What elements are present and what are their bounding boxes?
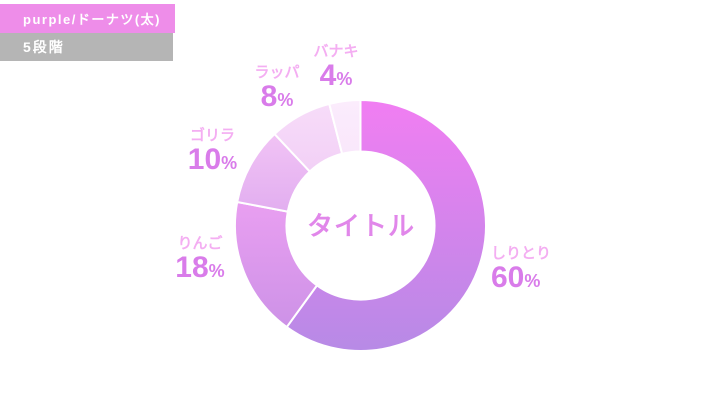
segment-name: ラッパ [254, 64, 300, 81]
percent-sign: % [277, 90, 294, 110]
segment-label-gorira: ゴリラ 10% [184, 127, 241, 177]
percent-sign: % [524, 271, 541, 291]
palette-type-label: purple/ドーナツ(太) [23, 12, 161, 27]
percent-sign: % [208, 261, 225, 281]
segment-value: 60% [491, 261, 541, 294]
chart-center-title: タイトル [306, 210, 416, 241]
segment-value: 4% [319, 59, 353, 92]
segment-name: りんご [177, 235, 223, 252]
palette-type-badge: purple/ドーナツ(太) [0, 4, 175, 33]
segment-value: 8% [260, 80, 294, 113]
percent-sign: % [336, 69, 353, 89]
steps-label: 5段階 [23, 39, 65, 55]
donut-segment-1 [285, 99, 487, 352]
percent-sign: % [221, 153, 238, 173]
segment-name: しりとり [491, 245, 552, 262]
segment-name: ゴリラ [189, 127, 235, 144]
segment-label-banaki: バナキ 4% [310, 43, 362, 93]
steps-badge: 5段階 [0, 33, 173, 61]
segment-label-rappa: ラッパ 8% [249, 64, 305, 114]
segment-value: 18% [175, 251, 225, 284]
segment-name: バナキ [313, 43, 359, 60]
donut-segment-5 [328, 99, 362, 155]
segment-value: 10% [187, 143, 238, 176]
segment-label-ringo: りんご 18% [172, 235, 228, 285]
segment-label-shiritori: しりとり 60% [491, 245, 551, 295]
